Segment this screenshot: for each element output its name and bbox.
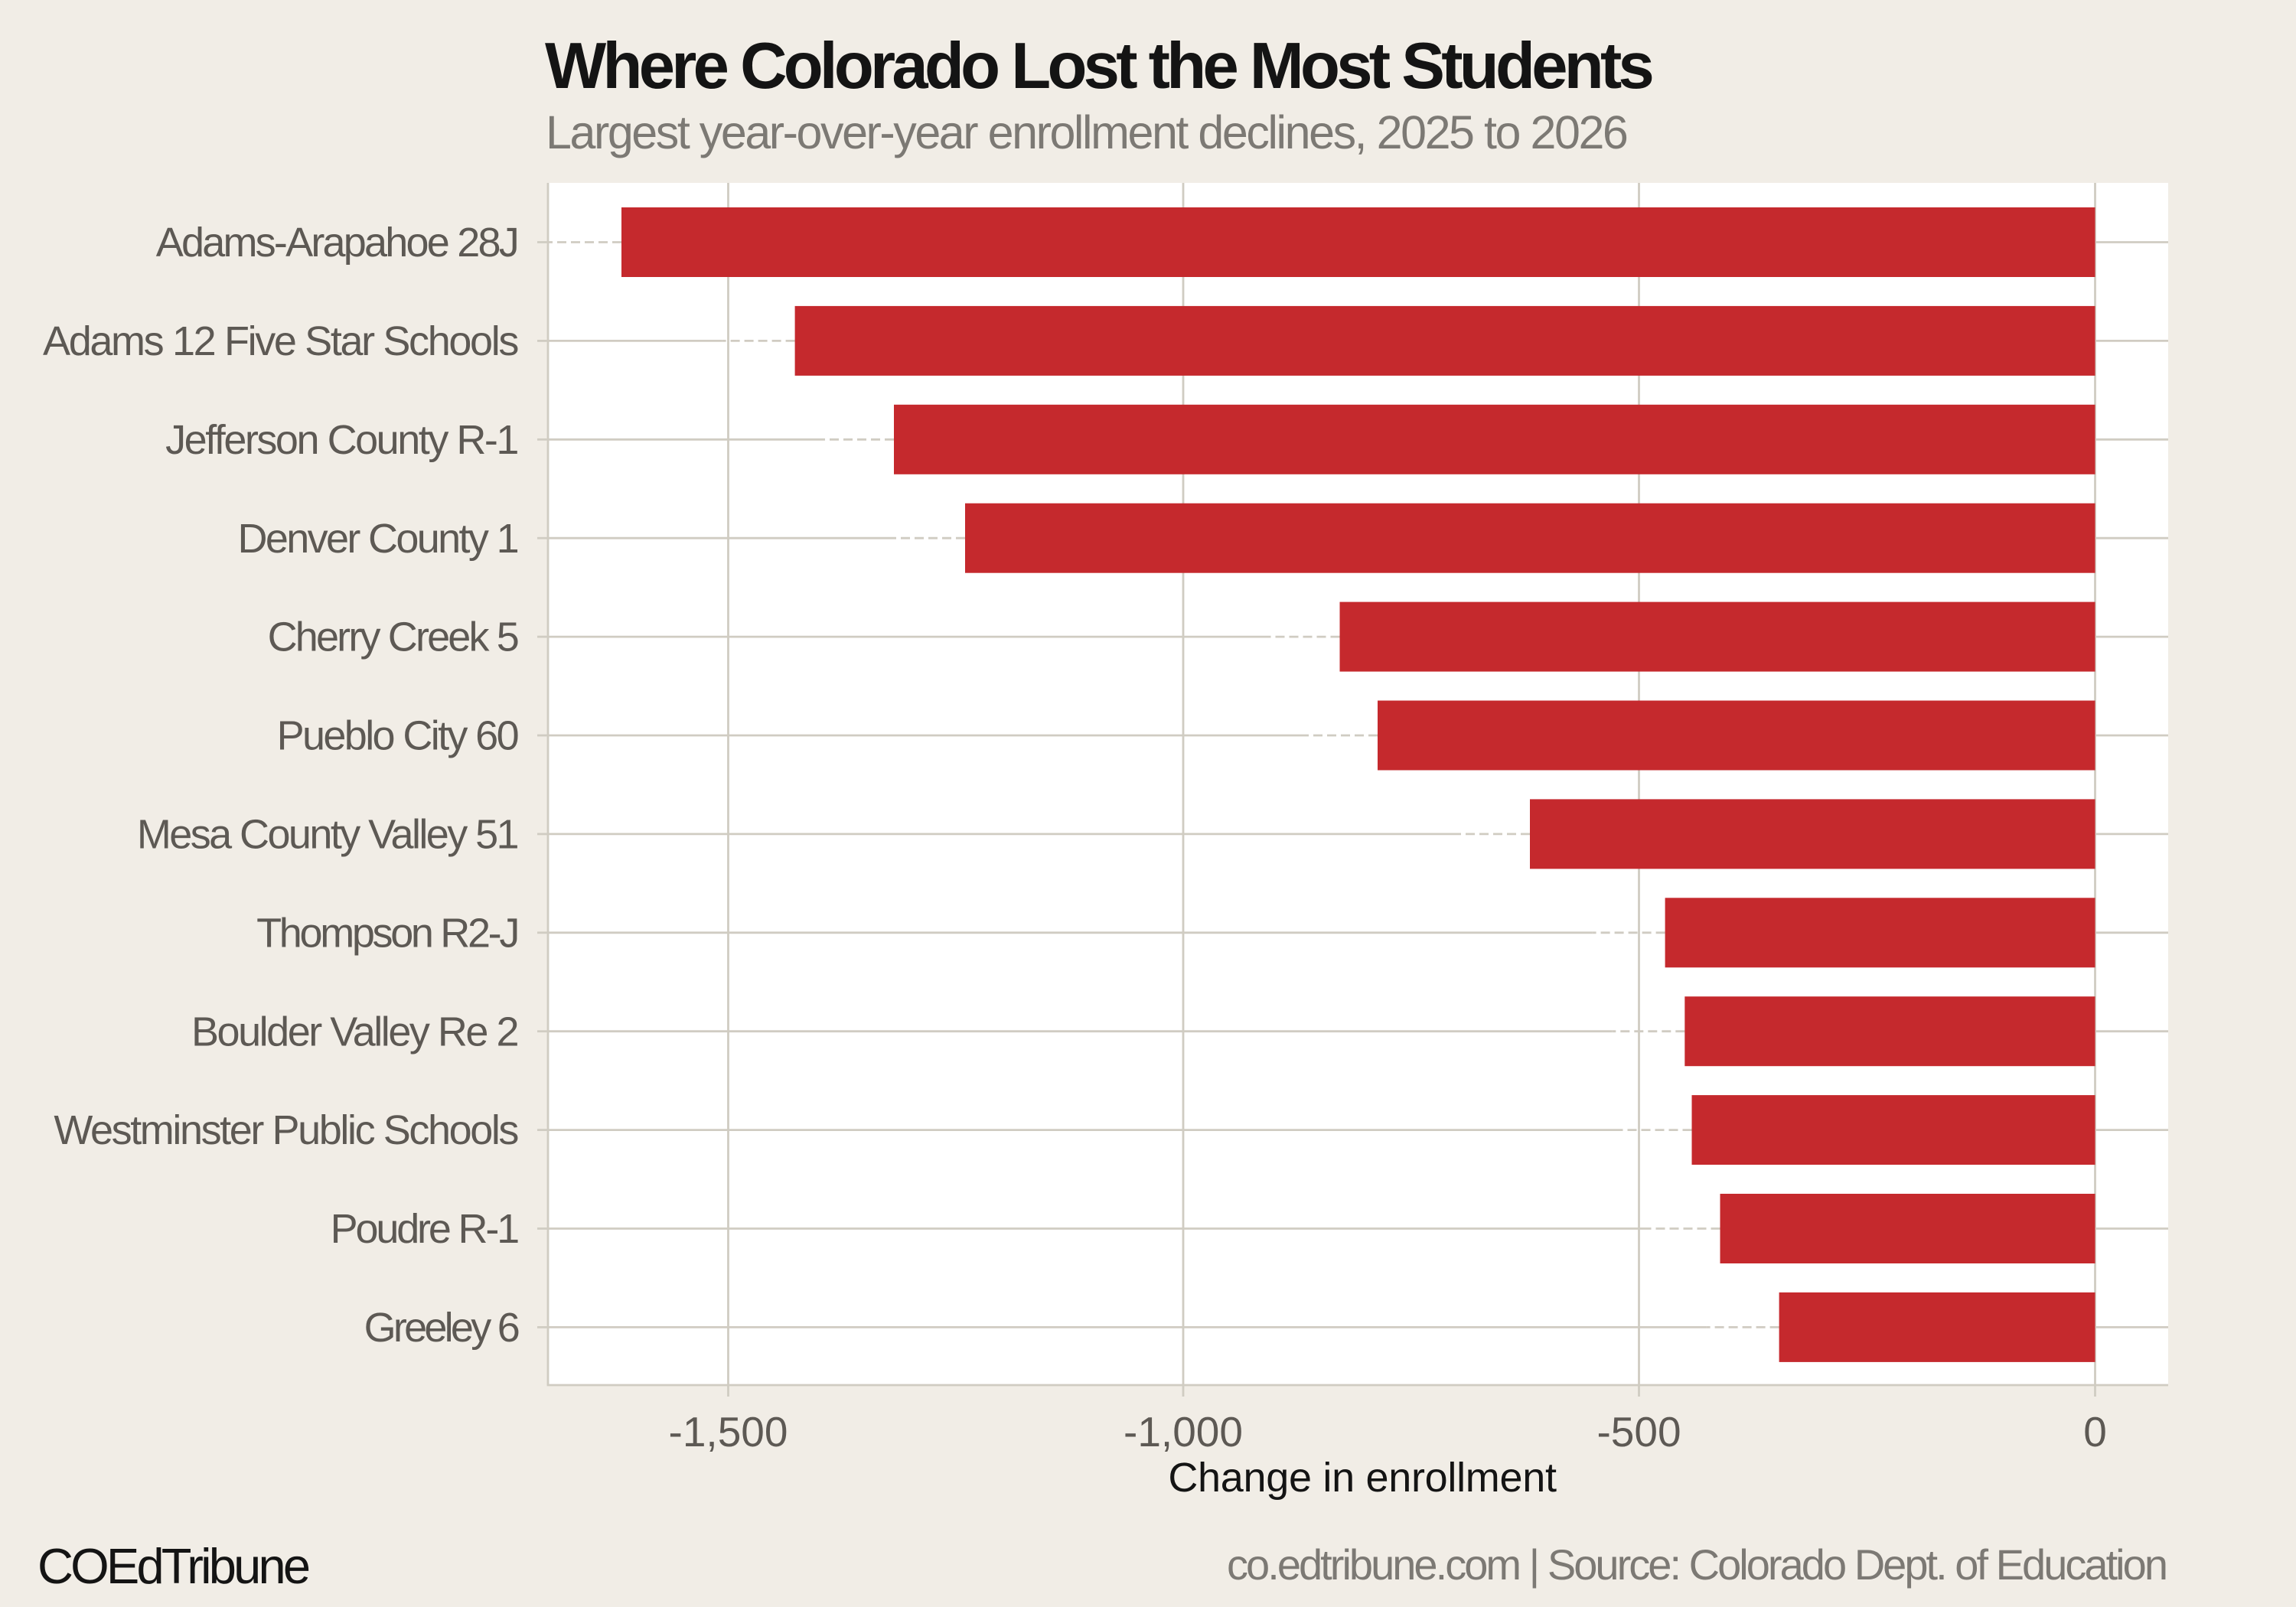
svg-text:Poudre R-1: Poudre R-1 xyxy=(331,1206,518,1252)
svg-text:Adams 12 Five Star Schools: Adams 12 Five Star Schools xyxy=(43,318,518,364)
svg-text:-1,500: -1,500 xyxy=(669,1408,788,1455)
svg-text:0: 0 xyxy=(2083,1408,2107,1455)
svg-text:Greeley 6: Greeley 6 xyxy=(364,1305,519,1351)
svg-text:Boulder Valley Re 2: Boulder Valley Re 2 xyxy=(191,1009,517,1054)
svg-text:Change in enrollment: Change in enrollment xyxy=(1168,1455,1557,1501)
svg-text:-1,000: -1,000 xyxy=(1124,1408,1243,1455)
svg-text:Pueblo City 60: Pueblo City 60 xyxy=(277,713,518,759)
svg-text:Where Colorado Lost the Most S: Where Colorado Lost the Most Students xyxy=(545,30,1652,103)
svg-text:Mesa County Valley 51: Mesa County Valley 51 xyxy=(137,812,518,858)
svg-text:Largest year-over-year enrollm: Largest year-over-year enrollment declin… xyxy=(546,106,1627,158)
svg-text:Westminster Public Schools: Westminster Public Schools xyxy=(54,1107,518,1153)
svg-text:-500: -500 xyxy=(1596,1408,1681,1455)
svg-text:Denver County 1: Denver County 1 xyxy=(238,516,518,562)
svg-text:Thompson R2-J: Thompson R2-J xyxy=(256,910,517,956)
svg-text:Adams-Arapahoe 28J: Adams-Arapahoe 28J xyxy=(156,220,517,266)
svg-text:Cherry Creek 5: Cherry Creek 5 xyxy=(268,614,518,660)
svg-text:Jefferson County R-1: Jefferson County R-1 xyxy=(165,417,517,463)
svg-text:COEdTribune: COEdTribune xyxy=(38,1538,309,1594)
svg-text:co.edtribune.com | Source: Col: co.edtribune.com | Source: Colorado Dept… xyxy=(1227,1540,2166,1589)
